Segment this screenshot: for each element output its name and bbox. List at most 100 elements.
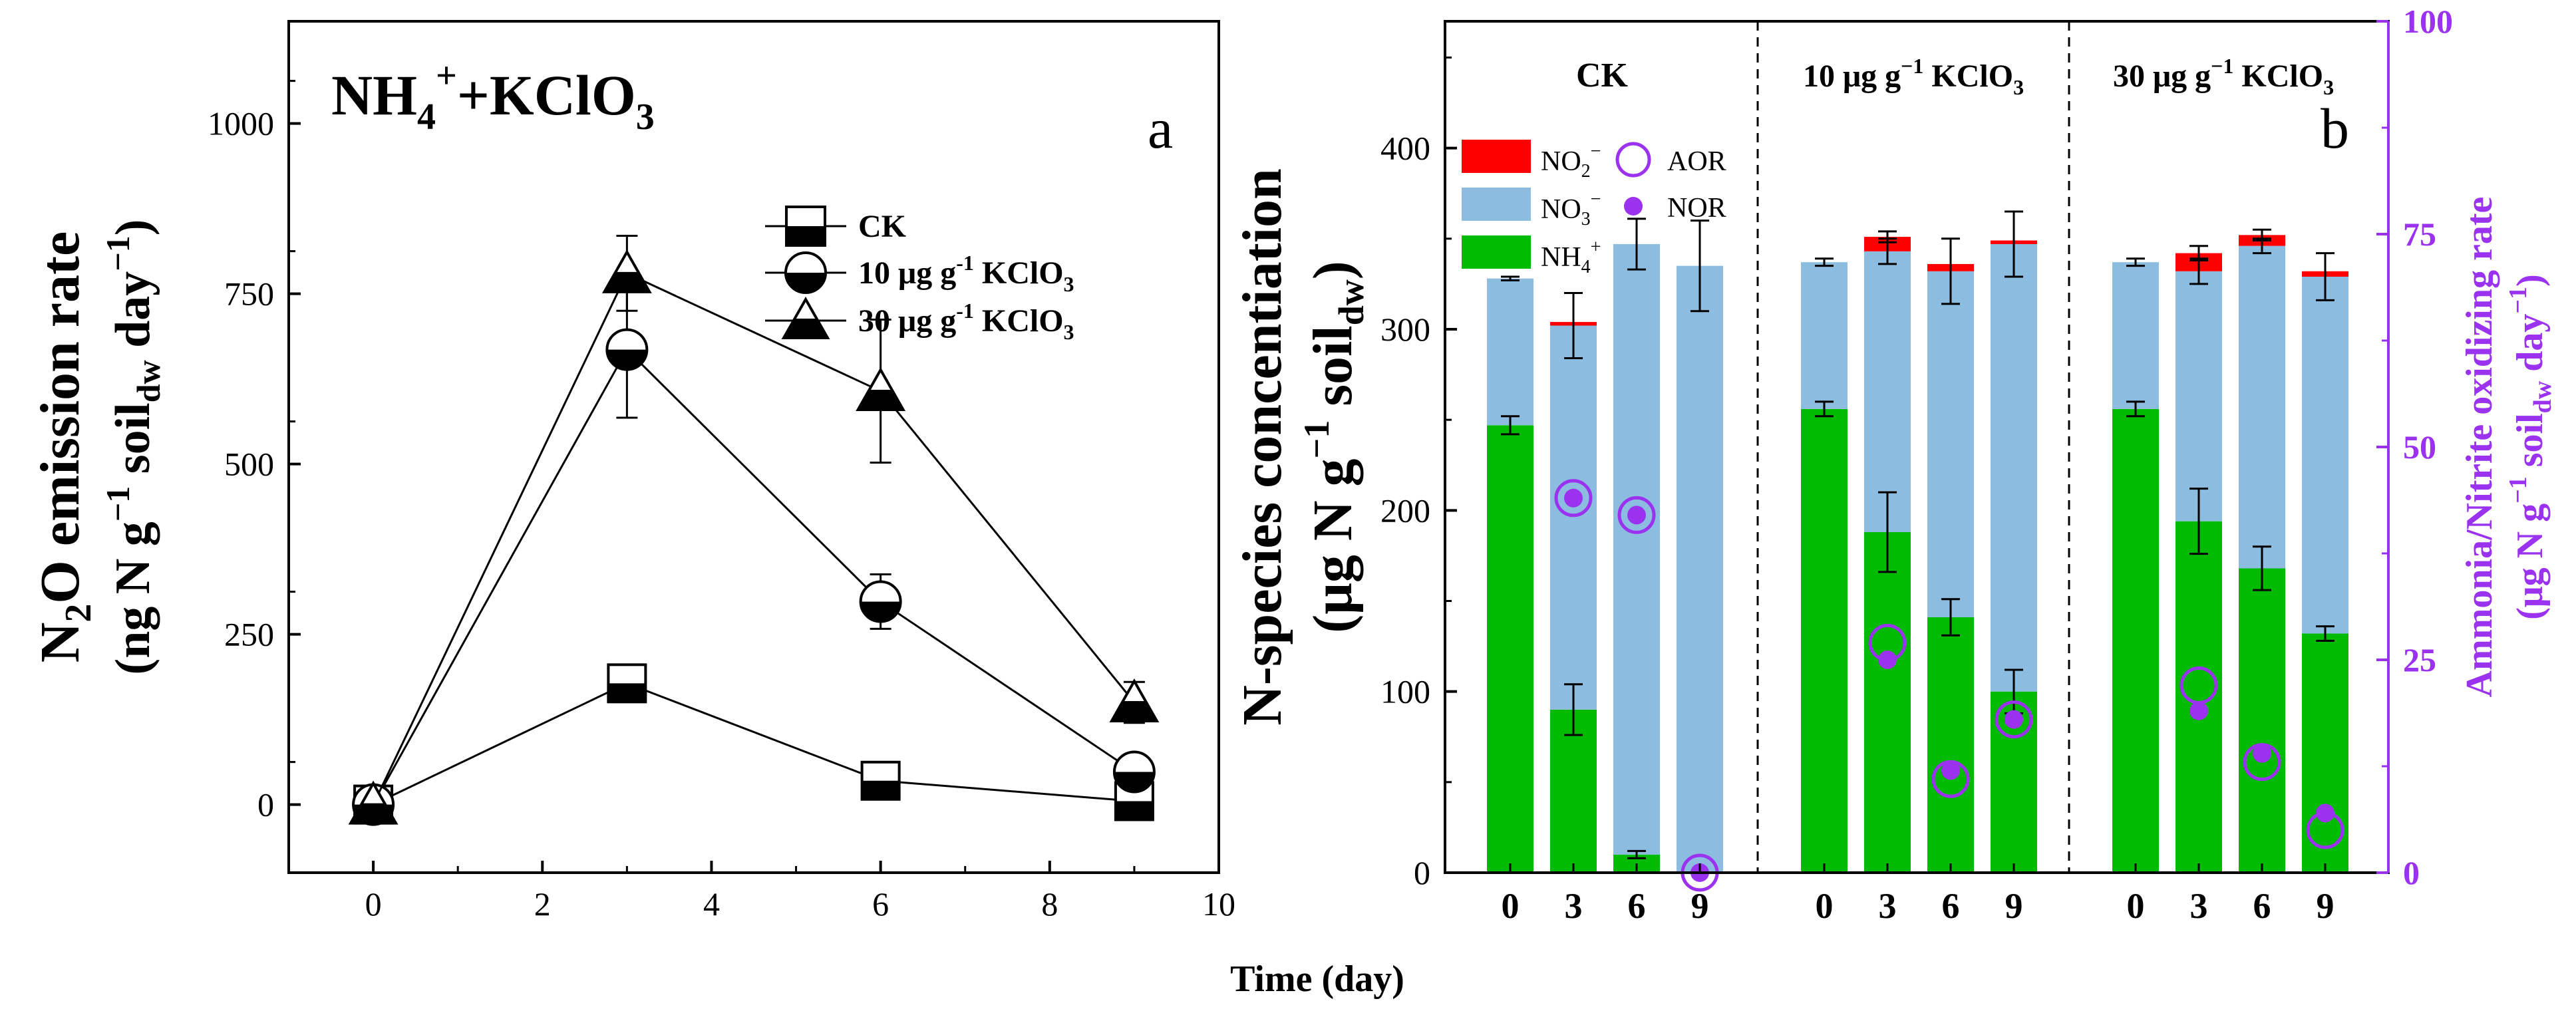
group-label-ck: CK bbox=[1576, 57, 1629, 94]
group-label-10: 10 μg g−1 KClO3 bbox=[1803, 54, 2024, 99]
bar-segment-nh4 bbox=[1864, 532, 1911, 873]
aor-point bbox=[2243, 743, 2281, 782]
x-tick-label: 8 bbox=[1041, 885, 1058, 923]
legend-aor-marker bbox=[1615, 142, 1651, 178]
bar-segment-no3 bbox=[1677, 265, 1723, 873]
legend-swatch-nh4 bbox=[1462, 235, 1531, 269]
right-tick-label: 0 bbox=[2403, 854, 2420, 891]
y-tick-label: 250 bbox=[224, 616, 274, 653]
legend-swatch-no2 bbox=[1462, 140, 1531, 173]
x-axis-label: Time (day) bbox=[1230, 958, 1404, 1000]
data-point-circle-fill bbox=[607, 349, 647, 370]
aor-point bbox=[1995, 700, 2033, 739]
legend-label-10: 10 μg g-1 KClO3 bbox=[858, 251, 1074, 296]
legend-label-ck: CK bbox=[858, 209, 906, 244]
data-point-circle-fill bbox=[860, 601, 901, 622]
panel-a-x-ticks: 0 2 4 6 8 10 bbox=[287, 861, 1235, 923]
panel-a-ylabel-line2: (ng N g−1 soildw day−1) bbox=[99, 219, 167, 675]
group-label-30: 30 μg g−1 KClO3 bbox=[2113, 54, 2334, 99]
nor-point bbox=[2005, 710, 2023, 729]
panel-a-title: NH4++KClO3 bbox=[331, 55, 655, 138]
legend-label-aor: AOR bbox=[1667, 146, 1726, 177]
bar-segment-no3 bbox=[1613, 243, 1660, 855]
bar-segment-nh4 bbox=[2175, 521, 2222, 873]
left-tick-label: 200 bbox=[1380, 492, 1430, 529]
legend-square-fill bbox=[786, 226, 825, 245]
right-tick-label: 25 bbox=[2403, 641, 2436, 678]
aor-point bbox=[2179, 666, 2218, 704]
panel-a-y-ticks: 0 250 500 750 1000 bbox=[208, 80, 301, 823]
bar-segment-no3 bbox=[1927, 271, 1974, 617]
aor-point bbox=[2306, 811, 2344, 849]
bar-segment-nh4 bbox=[2239, 568, 2285, 873]
x-tick-label: 3 bbox=[1565, 886, 1583, 926]
panel-b-ylabel-left: N-species concentiation (μg N g−1 soildw… bbox=[1231, 168, 1371, 726]
right-tick-label: 75 bbox=[2403, 216, 2436, 253]
legend-label-nh4: NH4+ bbox=[1541, 237, 1601, 277]
panel-b: 0 100 200 300 400 0 25 50 75 100 0 3 6 9 0 3 6 9 0 3 6 9 CK… bbox=[1231, 3, 2557, 926]
legend-item-30: 30 μg g-1 KClO3 bbox=[765, 296, 1074, 344]
x-tick-label: 0 bbox=[365, 885, 382, 923]
panel-a-ylabel-line1: N2O emission rate bbox=[29, 231, 99, 663]
data-point-triangle-fill bbox=[604, 271, 650, 292]
x-tick-label: 6 bbox=[872, 885, 889, 923]
x-tick-label: 2 bbox=[534, 885, 551, 923]
series-line-circle bbox=[372, 348, 1135, 805]
y-tick-label: 1000 bbox=[208, 105, 274, 142]
x-tick-label: 9 bbox=[1691, 886, 1709, 926]
nor-point bbox=[1564, 488, 1583, 508]
nor-point bbox=[2253, 744, 2271, 763]
bar-segment-no3 bbox=[1487, 278, 1533, 426]
x-tick-label: 0 bbox=[2127, 886, 2145, 926]
aor-point bbox=[1931, 760, 1970, 798]
right-tick-label: 50 bbox=[2403, 428, 2436, 466]
nor-point bbox=[1941, 761, 1960, 780]
x-tick-label: 9 bbox=[2317, 886, 2334, 926]
right-tick-label: 100 bbox=[2403, 3, 2453, 40]
series-line-triangle bbox=[372, 271, 1136, 805]
x-tick-label: 10 bbox=[1202, 885, 1235, 923]
x-tick-label: 9 bbox=[2005, 886, 2023, 926]
x-tick-label: 0 bbox=[1816, 886, 1834, 926]
legend-label-no3: NO3− bbox=[1541, 189, 1601, 229]
data-point-square-fill bbox=[608, 683, 646, 702]
legend-label-30: 30 μg g-1 KClO3 bbox=[858, 299, 1074, 344]
legend-nor-marker bbox=[1624, 197, 1643, 216]
panel-b-label: b bbox=[2321, 96, 2349, 160]
bar-segment-no3 bbox=[1801, 262, 1848, 409]
y-tick-label: 0 bbox=[257, 786, 274, 823]
legend-label-nor: NOR bbox=[1667, 193, 1726, 223]
panel-b-ylabel-left-line1: N-species concentiation bbox=[1231, 168, 1293, 726]
legend-swatch-no3 bbox=[1462, 188, 1531, 221]
legend-item-10: 10 μg g-1 KClO3 bbox=[765, 251, 1074, 296]
left-tick-label: 0 bbox=[1414, 854, 1430, 891]
aor-point bbox=[1554, 479, 1593, 517]
bar-segment-no3 bbox=[2239, 245, 2285, 569]
y-tick-label: 750 bbox=[224, 275, 274, 313]
left-tick-label: 300 bbox=[1380, 311, 1430, 348]
bar-segment-no3 bbox=[1550, 325, 1597, 710]
legend-label-no2: NO2− bbox=[1541, 141, 1601, 182]
data-point-triangle-fill bbox=[1111, 701, 1157, 721]
bar-segment-nh4 bbox=[1550, 709, 1597, 873]
left-tick-label: 100 bbox=[1380, 673, 1430, 710]
x-tick-label: 6 bbox=[1628, 886, 1646, 926]
panel-b-bars bbox=[1487, 210, 2348, 873]
legend-triangle-fill bbox=[784, 319, 828, 338]
x-tick-label: 3 bbox=[2190, 886, 2208, 926]
aor-point bbox=[1868, 623, 1907, 662]
panel-b-left-ticks: 0 100 200 300 400 bbox=[1380, 56, 1457, 891]
x-tick-label: 6 bbox=[2253, 886, 2271, 926]
bar-segment-no3 bbox=[2112, 262, 2159, 409]
panel-b-ylabel-right-line2: (μg N g−1 soildw day−1) bbox=[2504, 274, 2557, 619]
nor-point bbox=[2189, 701, 2208, 720]
panel-a-legend: CK 10 μg g-1 KClO3 30 μg g-1 KClO3 bbox=[765, 206, 1074, 344]
data-point-square-fill bbox=[1115, 801, 1153, 820]
legend-item-ck: CK bbox=[765, 206, 906, 247]
panel-b-x-ticks: 0 3 6 9 0 3 6 9 0 3 6 9 bbox=[1502, 863, 2334, 926]
x-tick-label: 6 bbox=[1942, 886, 1960, 926]
panel-a-series bbox=[348, 235, 1160, 826]
panel-b-ylabel-right: Ammonia/Nitrite oxidizing rate (μg N g−1… bbox=[2459, 197, 2557, 698]
data-point-triangle-fill bbox=[351, 803, 397, 823]
